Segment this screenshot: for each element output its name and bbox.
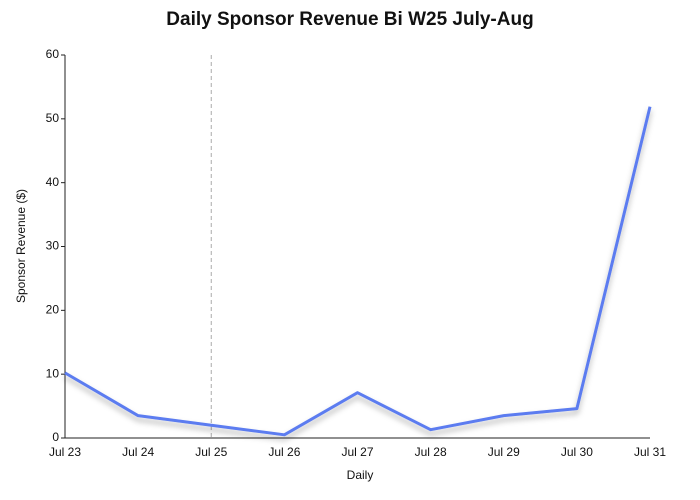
x-tick-label: Jul 27 <box>341 445 373 459</box>
x-tick-label: Jul 26 <box>268 445 300 459</box>
y-tick-label: 40 <box>46 175 60 189</box>
x-tick-label: Jul 25 <box>195 445 227 459</box>
y-tick-label: 0 <box>52 430 59 444</box>
x-tick-label: Jul 28 <box>415 445 447 459</box>
x-tick-label: Jul 24 <box>122 445 154 459</box>
x-tick-label: Jul 30 <box>561 445 593 459</box>
y-tick-label: 50 <box>46 111 60 125</box>
y-tick-label: 60 <box>46 47 60 61</box>
x-tick-label: Jul 29 <box>488 445 520 459</box>
y-axis-label: Sponsor Revenue ($) <box>14 189 28 303</box>
y-tick-label: 30 <box>46 239 60 253</box>
x-tick-label: Jul 23 <box>49 445 81 459</box>
chart-title: Daily Sponsor Revenue Bi W25 July-Aug <box>166 9 533 30</box>
x-axis-label: Daily <box>347 468 374 482</box>
x-tick-label: Jul 31 <box>634 445 666 459</box>
y-tick-label: 10 <box>46 366 60 380</box>
line-series <box>64 106 652 437</box>
y-tick-label: 20 <box>46 303 60 317</box>
